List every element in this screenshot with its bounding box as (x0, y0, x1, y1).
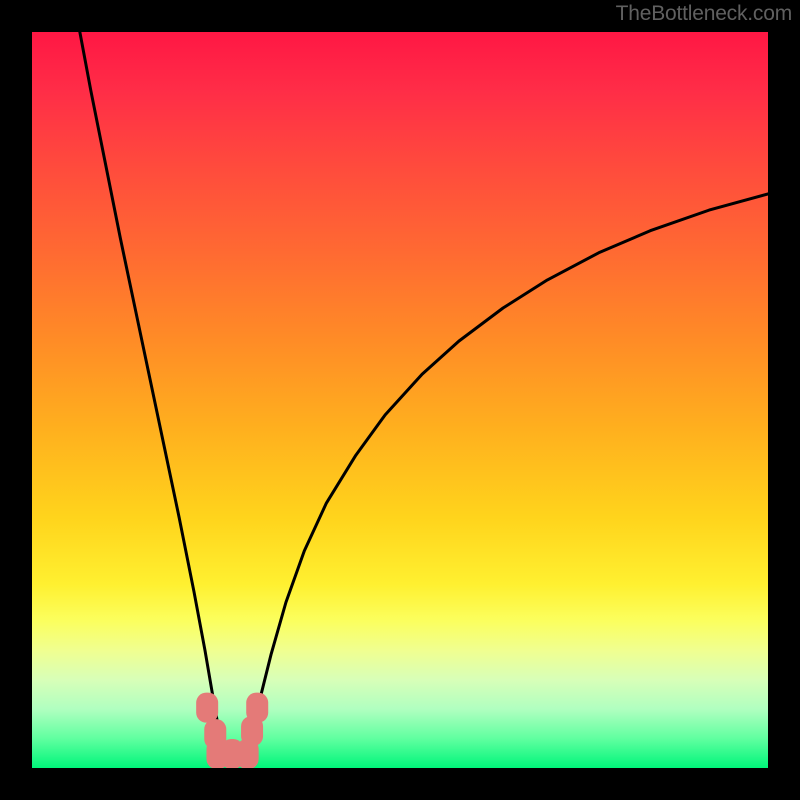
watermark-text: TheBottleneck.com (616, 2, 792, 26)
plot-frame (32, 32, 768, 768)
data-marker (246, 693, 268, 723)
data-marker (196, 693, 218, 723)
bottleneck-curve (80, 32, 768, 759)
bottleneck-chart-svg (32, 32, 768, 768)
